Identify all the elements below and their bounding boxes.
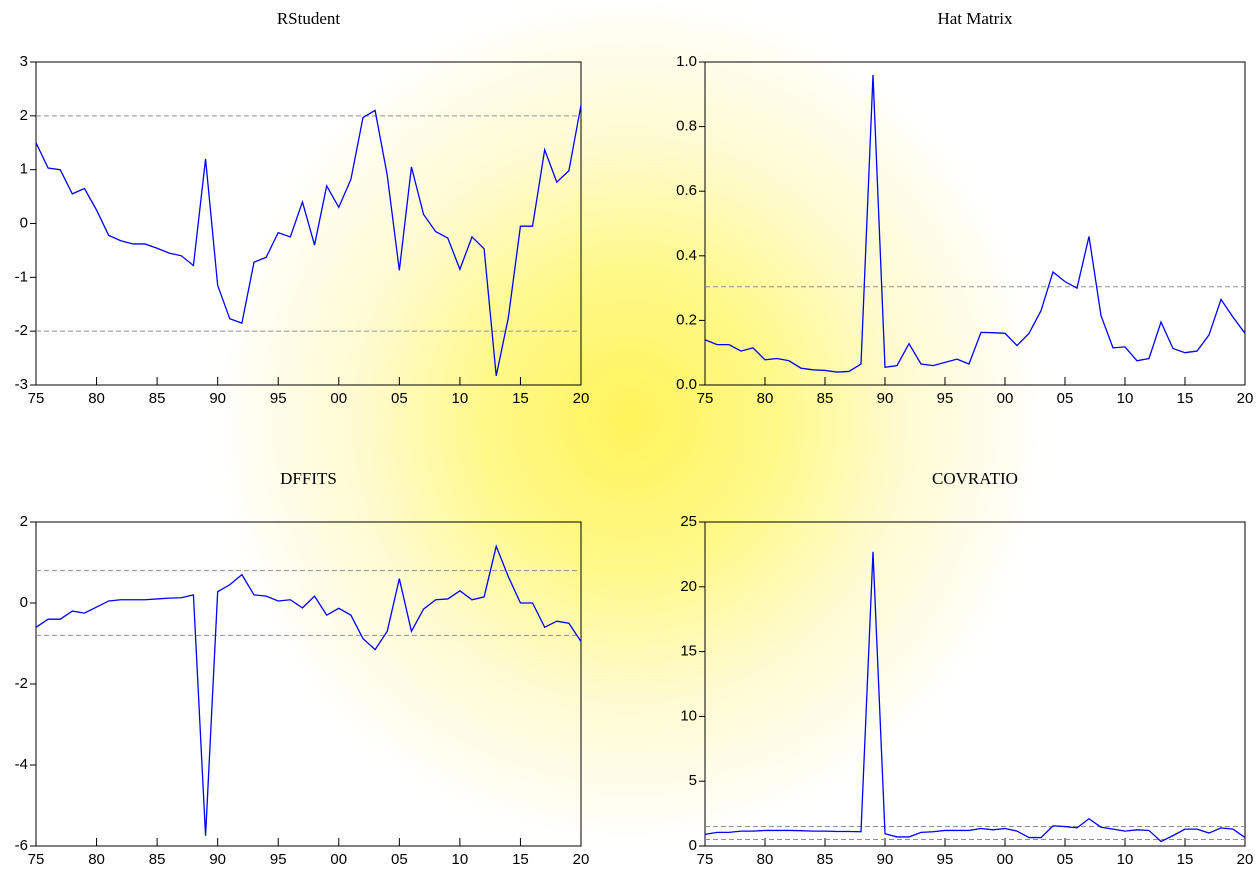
y-tick-label: -4 (15, 756, 28, 773)
data-line (705, 75, 1245, 372)
x-tick-label: 00 (330, 851, 347, 868)
x-tick-label: 85 (817, 851, 834, 868)
y-tick-label: 10 (680, 707, 697, 724)
y-tick-label: -2 (15, 322, 28, 339)
x-tick-label: 75 (28, 851, 45, 868)
x-tick-label: 20 (1237, 851, 1254, 868)
x-tick-label: 95 (270, 851, 287, 868)
x-tick-label: 00 (997, 390, 1014, 407)
x-tick-label: 90 (877, 851, 894, 868)
plot-area (705, 62, 1245, 385)
x-tick-label: 80 (757, 390, 774, 407)
x-tick-label: 20 (1237, 390, 1254, 407)
x-tick-label: 20 (573, 851, 590, 868)
chart-title: RStudent (277, 9, 341, 28)
chart-title: Hat Matrix (937, 9, 1013, 28)
x-tick-label: 85 (817, 390, 834, 407)
x-tick-label: 05 (391, 851, 408, 868)
x-tick-label: 15 (512, 851, 529, 868)
x-tick-label: 10 (1117, 390, 1134, 407)
data-line (705, 552, 1245, 842)
x-tick-label: 15 (1177, 390, 1194, 407)
chart-title: COVRATIO (932, 469, 1018, 488)
x-tick-label: 80 (88, 851, 105, 868)
x-tick-label: 80 (757, 851, 774, 868)
data-line (36, 546, 581, 836)
y-tick-label: 20 (680, 578, 697, 595)
y-tick-label: -1 (15, 268, 28, 285)
x-tick-label: 15 (512, 390, 529, 407)
y-tick-label: 0.8 (676, 118, 697, 135)
x-tick-label: 90 (877, 390, 894, 407)
x-tick-label: 15 (1177, 851, 1194, 868)
x-tick-label: 85 (149, 851, 166, 868)
data-line (36, 105, 581, 376)
y-tick-label: 2 (20, 513, 28, 530)
y-tick-label: 0 (20, 594, 28, 611)
page: {"chart_data": [ {"type": "line", "title… (0, 0, 1260, 878)
x-tick-label: 10 (1117, 851, 1134, 868)
x-tick-label: 05 (1057, 390, 1074, 407)
y-tick-label: 0.6 (676, 182, 697, 199)
y-tick-label: 0.0 (676, 376, 697, 393)
y-tick-label: -2 (15, 675, 28, 692)
x-tick-label: 95 (937, 851, 954, 868)
x-tick-label: 75 (697, 390, 714, 407)
y-tick-label: -6 (15, 837, 28, 854)
x-tick-label: 10 (452, 390, 469, 407)
x-tick-label: 80 (88, 390, 105, 407)
y-tick-label: 25 (680, 513, 697, 530)
y-tick-label: 5 (689, 772, 697, 789)
x-tick-label: 85 (149, 390, 166, 407)
y-tick-label: 1 (20, 161, 28, 178)
y-tick-label: -3 (15, 376, 28, 393)
x-tick-label: 05 (1057, 851, 1074, 868)
x-tick-label: 90 (209, 390, 226, 407)
chart-grid: RStudent-3-2-1012375808590950005101520Ha… (0, 0, 1260, 878)
x-tick-label: 20 (573, 390, 590, 407)
y-tick-label: 0.2 (676, 311, 697, 328)
x-tick-label: 10 (452, 851, 469, 868)
x-tick-label: 05 (391, 390, 408, 407)
y-tick-label: 1.0 (676, 53, 697, 70)
x-tick-label: 00 (330, 390, 347, 407)
x-tick-label: 90 (209, 851, 226, 868)
x-tick-label: 75 (697, 851, 714, 868)
chart-title: DFFITS (280, 469, 337, 488)
y-tick-label: 15 (680, 643, 697, 660)
y-tick-label: 3 (20, 53, 28, 70)
x-tick-label: 00 (997, 851, 1014, 868)
x-tick-label: 95 (937, 390, 954, 407)
y-tick-label: 0 (20, 214, 28, 231)
y-tick-label: 0.4 (676, 247, 697, 264)
plot-area (705, 522, 1245, 846)
x-tick-label: 95 (270, 390, 287, 407)
y-tick-label: 2 (20, 107, 28, 124)
x-tick-label: 75 (28, 390, 45, 407)
